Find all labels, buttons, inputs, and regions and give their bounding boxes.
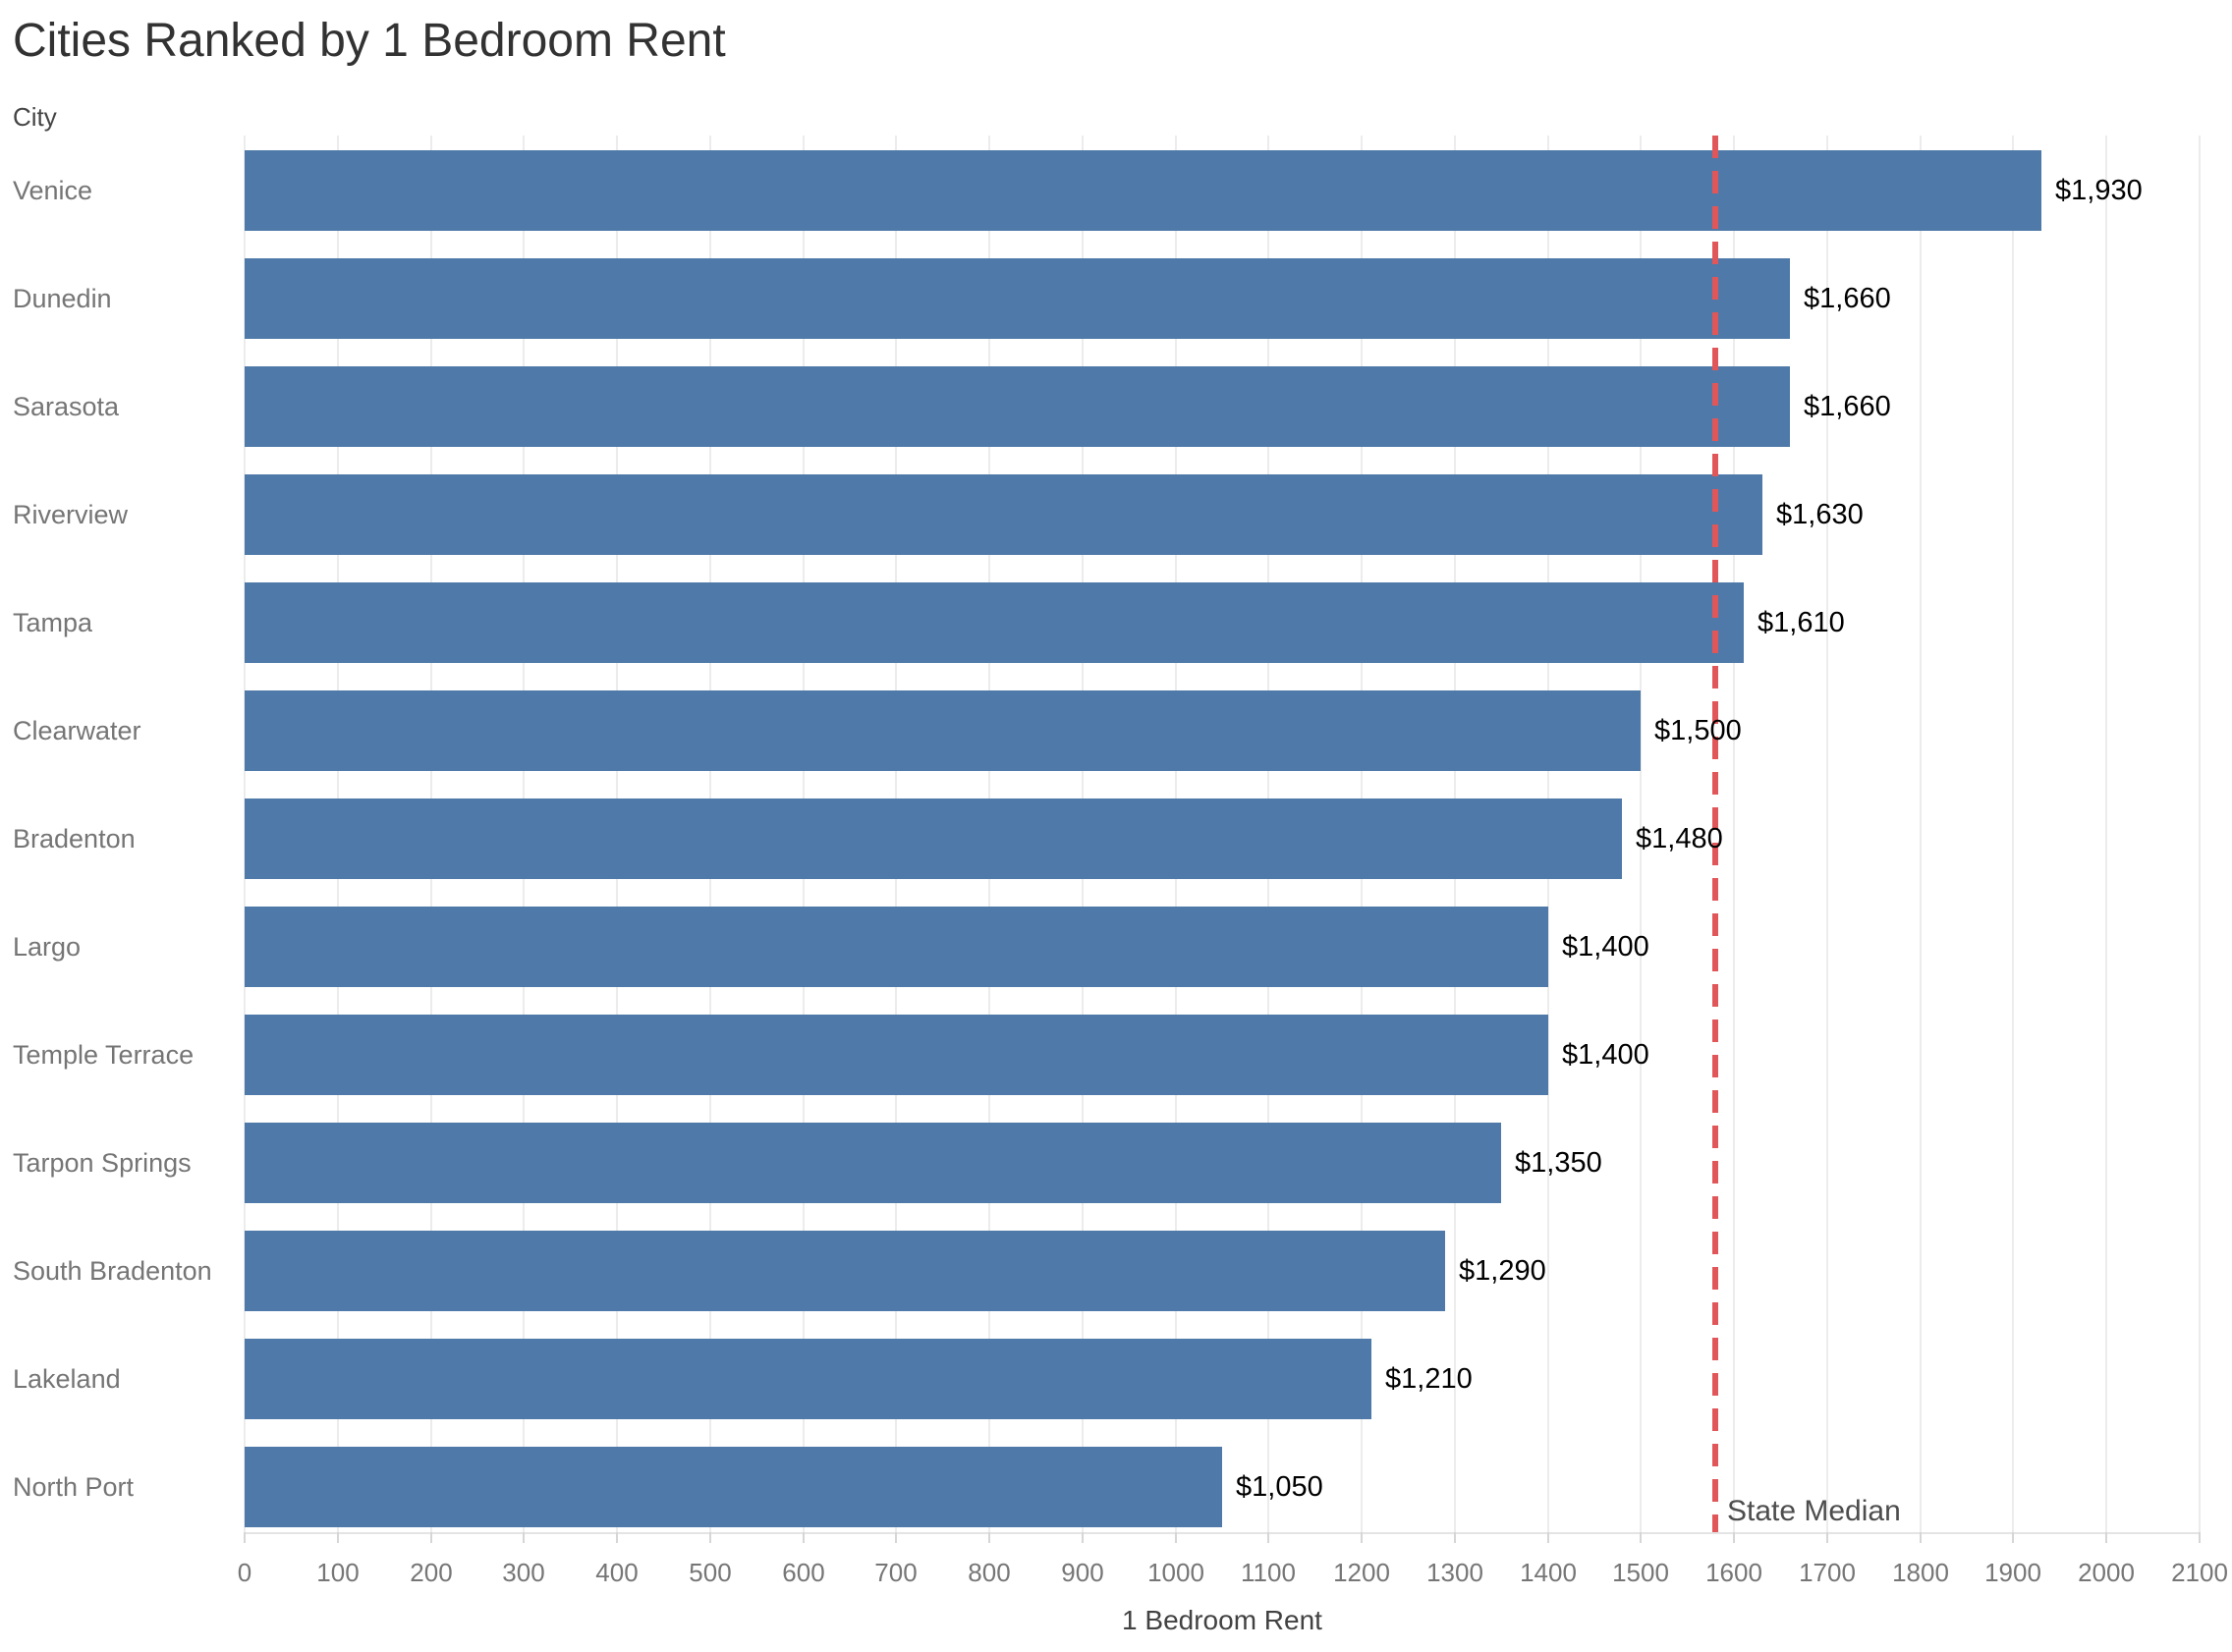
city-label-tarpon-springs: Tarpon Springs [13,1148,192,1178]
axis-tick-1700 [1826,1532,1828,1543]
state-median-reference-line [1712,136,1718,1532]
city-label-bradenton: Bradenton [13,824,136,854]
city-label-south-bradenton: South Bradenton [13,1256,212,1286]
tick-label-500: 500 [689,1558,732,1587]
axis-tick-1400 [1547,1532,1549,1543]
bar-south-bradenton[interactable] [245,1231,1445,1311]
tick-label-1900: 1900 [1984,1558,2041,1587]
tick-label-1200: 1200 [1333,1558,1390,1587]
tick-label-400: 400 [595,1558,639,1587]
city-label-tampa: Tampa [13,608,93,637]
state-median-label: State Median [1727,1495,1901,1527]
tick-label-200: 200 [410,1558,453,1587]
tick-label-1700: 1700 [1799,1558,1856,1587]
gridline-1600 [1733,136,1735,1532]
value-label-bradenton: $1,480 [1636,823,1723,854]
axis-tick-400 [616,1532,618,1543]
city-label-lakeland: Lakeland [13,1364,121,1394]
tick-label-100: 100 [316,1558,360,1587]
tick-label-300: 300 [502,1558,545,1587]
value-label-riverview: $1,630 [1776,499,1864,530]
value-label-temple-terrace: $1,400 [1562,1039,1649,1071]
value-label-tarpon-springs: $1,350 [1515,1147,1602,1179]
bar-dunedin[interactable] [245,258,1790,339]
gridline-2000 [2105,136,2107,1532]
axis-tick-2000 [2105,1532,2107,1543]
tick-label-700: 700 [874,1558,918,1587]
gridline-1500 [1640,136,1642,1532]
axis-tick-1800 [1920,1532,1922,1543]
gridline-1700 [1826,136,1828,1532]
axis-tick-2100 [2199,1532,2201,1543]
gridline-1900 [2012,136,2014,1532]
axis-tick-1100 [1267,1532,1269,1543]
value-label-dunedin: $1,660 [1804,283,1891,314]
axis-tick-0 [244,1532,246,1543]
axis-tick-200 [430,1532,432,1543]
axis-tick-1600 [1733,1532,1735,1543]
plot-area [244,136,2201,1532]
axis-tick-1500 [1640,1532,1642,1543]
value-label-north-port: $1,050 [1236,1471,1323,1503]
bar-sarasota[interactable] [245,366,1790,447]
bar-tarpon-springs[interactable] [245,1123,1501,1203]
axis-tick-1300 [1454,1532,1456,1543]
city-label-clearwater: Clearwater [13,716,141,745]
tick-label-2100: 2100 [2171,1558,2228,1587]
value-label-clearwater: $1,500 [1654,715,1742,746]
tick-label-1500: 1500 [1612,1558,1669,1587]
bar-tampa[interactable] [245,582,1744,663]
axis-tick-600 [803,1532,805,1543]
city-label-sarasota: Sarasota [13,392,120,421]
axis-tick-1000 [1175,1532,1177,1543]
tick-label-600: 600 [782,1558,825,1587]
gridline-1800 [1920,136,1922,1532]
x-axis-line [245,1532,2200,1534]
value-label-tampa: $1,610 [1758,607,1845,638]
tick-label-2000: 2000 [2078,1558,2135,1587]
bar-lakeland[interactable] [245,1339,1371,1419]
city-label-north-port: North Port [13,1472,135,1502]
value-label-largo: $1,400 [1562,931,1649,963]
tick-label-1600: 1600 [1705,1558,1762,1587]
tick-label-1800: 1800 [1892,1558,1949,1587]
tick-label-0: 0 [237,1558,252,1587]
tick-label-800: 800 [968,1558,1011,1587]
x-axis-title: 1 Bedroom Rent [1122,1605,1322,1635]
tick-label-1100: 1100 [1241,1558,1296,1587]
city-label-venice: Venice [13,176,93,205]
gridline-2100 [2199,136,2201,1532]
bar-venice[interactable] [245,150,2041,231]
city-label-largo: Largo [13,932,82,962]
axis-tick-900 [1082,1532,1084,1543]
axis-tick-100 [337,1532,339,1543]
axis-tick-1200 [1361,1532,1363,1543]
bar-temple-terrace[interactable] [245,1015,1548,1095]
tick-label-900: 900 [1061,1558,1104,1587]
value-label-venice: $1,930 [2055,175,2143,206]
axis-tick-1900 [2012,1532,2014,1543]
axis-tick-800 [988,1532,990,1543]
axis-tick-700 [895,1532,897,1543]
bar-clearwater[interactable] [245,690,1641,771]
value-label-south-bradenton: $1,290 [1459,1255,1546,1287]
row-header-label: City [13,102,57,132]
bar-north-port[interactable] [245,1447,1222,1527]
bar-bradenton[interactable] [245,798,1622,879]
chart-title: Cities Ranked by 1 Bedroom Rent [13,15,726,67]
value-label-lakeland: $1,210 [1385,1363,1473,1395]
tick-label-1400: 1400 [1520,1558,1577,1587]
city-label-dunedin: Dunedin [13,284,112,313]
tick-label-1000: 1000 [1147,1558,1204,1587]
bar-riverview[interactable] [245,474,1762,555]
bar-largo[interactable] [245,907,1548,987]
city-label-riverview: Riverview [13,500,129,529]
city-label-temple-terrace: Temple Terrace [13,1040,195,1070]
axis-tick-300 [523,1532,525,1543]
value-label-sarasota: $1,660 [1804,391,1891,422]
tick-label-1300: 1300 [1426,1558,1483,1587]
axis-tick-500 [709,1532,711,1543]
